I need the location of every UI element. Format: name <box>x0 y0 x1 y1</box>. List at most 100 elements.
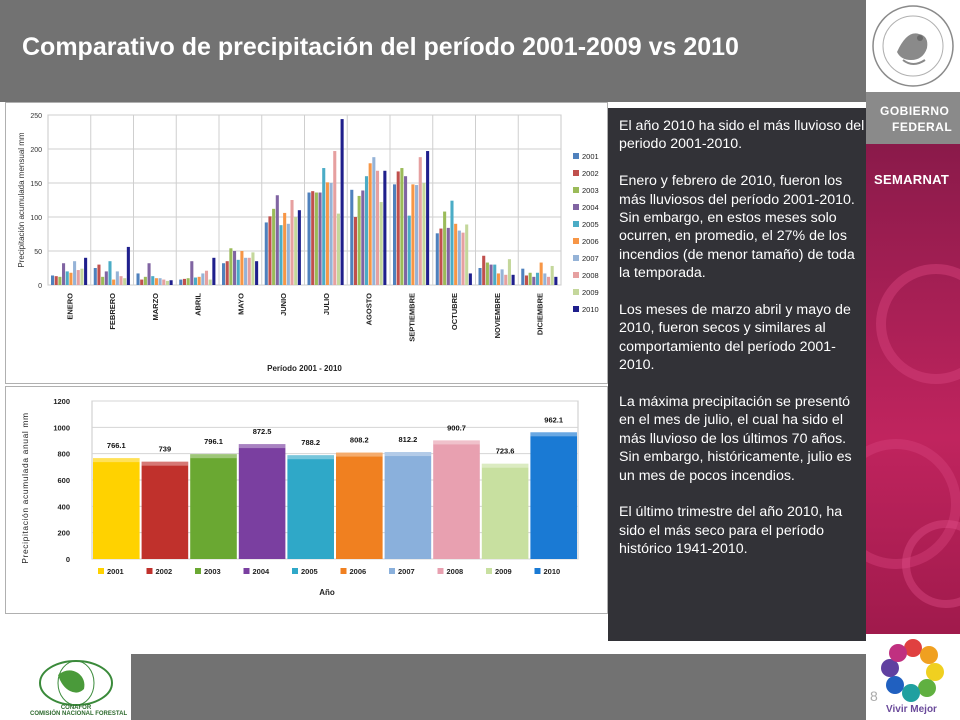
federal-label: FEDERAL <box>892 120 953 134</box>
legend-swatch-2009 <box>573 289 579 295</box>
bar-2010-noviembre <box>511 274 515 285</box>
bar-2006-diciembre <box>539 262 543 285</box>
legend-swatch-2010 <box>534 568 541 574</box>
bar-2002-febrero <box>97 264 101 285</box>
bar-2009-mayo <box>251 252 255 285</box>
x-tick-label: DICIEMBRE <box>536 293 545 335</box>
legend-label-2009: 2009 <box>582 288 599 297</box>
bar-highlight-2010 <box>530 432 577 437</box>
y-tick-label: 200 <box>57 529 70 538</box>
bar-2001-septiembre <box>393 184 397 285</box>
bar-2007-noviembre <box>500 269 504 285</box>
bar-2003-enero <box>58 276 62 285</box>
bar-2002-diciembre <box>524 275 528 285</box>
bar-2004-abril <box>190 261 194 285</box>
monthly-chart-frame: 0 50 100 150 200 250 Precipitación acumulada m… <box>5 102 608 384</box>
bar-2006-enero <box>69 272 73 285</box>
bar-2002-abril <box>182 278 186 285</box>
data-label-2006: 808.2 <box>350 436 369 445</box>
legend-label-2007: 2007 <box>398 567 415 576</box>
bar-2003-diciembre <box>528 272 532 285</box>
bar-2001-julio <box>307 192 311 285</box>
y-tick-label: 200 <box>30 147 42 154</box>
bar-highlight-2007 <box>384 452 432 457</box>
bar-2009-diciembre <box>550 265 554 285</box>
page-title: Comparativo de precipitación del período… <box>22 33 739 61</box>
bar-2004-febrero <box>104 271 108 285</box>
legend-label-2005: 2005 <box>301 567 318 576</box>
legend-label-2003: 2003 <box>582 186 599 195</box>
legend-label-2001: 2001 <box>107 567 124 576</box>
header-band <box>0 0 866 102</box>
bar-2005-enero <box>65 271 69 285</box>
legend-swatch-2006 <box>573 238 579 244</box>
bar-2007-mayo <box>244 257 248 285</box>
bar-2003-octubre <box>443 211 447 285</box>
bar-2005-octubre <box>450 200 454 285</box>
commentary-panel: El año 2010 ha sido el más lluvioso del … <box>608 108 866 641</box>
data-label-2010: 962.1 <box>544 415 563 424</box>
bar-2005-diciembre <box>535 272 540 285</box>
x-tick-label: NOVIEMBRE <box>493 293 502 338</box>
bar-2008-septiembre <box>418 157 422 285</box>
data-label-2001: 766.1 <box>107 441 126 450</box>
bar-2009-agosto <box>379 202 383 285</box>
bar-2008-julio <box>333 151 337 285</box>
bar-2006-noviembre <box>496 273 500 285</box>
bar-2007-junio <box>286 223 290 285</box>
bar-highlight-2001 <box>93 458 140 463</box>
bar-2004-octubre <box>446 227 450 285</box>
bar-2007 <box>384 452 432 559</box>
bar-2010-marzo <box>169 280 173 285</box>
legend-swatch-2007 <box>389 568 395 574</box>
bar-2003-febrero <box>101 276 105 285</box>
bar-2010-septiembre <box>426 151 430 285</box>
legend-swatch-2006 <box>340 568 347 574</box>
data-label-2004: 872.5 <box>253 427 272 436</box>
bar-2009-junio <box>294 217 298 285</box>
legend-swatch-2001 <box>98 568 104 574</box>
commentary-paragraph-2: Enero y febrero de 2010, fueron los más … <box>619 173 855 282</box>
bar-2010-agosto <box>383 170 387 285</box>
legend-swatch-2003 <box>195 568 201 574</box>
bar-2002-marzo <box>140 279 144 285</box>
x-tick-label: SEPTIEMBRE <box>407 293 416 342</box>
bar-2008-enero <box>76 270 80 285</box>
bar-highlight-2005 <box>287 455 334 460</box>
y-axis-label: Precipitación acumulada mensual mm <box>17 132 26 268</box>
legend-swatch-2004 <box>243 568 250 574</box>
bar-2007-febrero <box>115 271 119 285</box>
bar-2003-septiembre <box>400 168 404 285</box>
bar-highlight-2008 <box>433 440 480 445</box>
legend-label-2010: 2010 <box>582 305 599 314</box>
data-label-2007: 812.2 <box>399 435 418 444</box>
mexico-seal-icon <box>872 5 954 87</box>
bar-2001-enero <box>51 275 55 285</box>
legend-label-2006: 2006 <box>582 237 599 246</box>
bar-2007-agosto <box>372 157 376 285</box>
bar-2009-noviembre <box>507 259 511 285</box>
bar-2006-septiembre <box>411 184 415 285</box>
bar-2008 <box>433 440 480 559</box>
bar-2008-agosto <box>375 170 380 285</box>
legend-swatch-2001 <box>573 153 579 159</box>
bar-2006 <box>336 452 383 559</box>
bar-2006-agosto <box>368 163 372 285</box>
bar-2001-marzo <box>136 273 140 285</box>
y-tick-label: 1200 <box>53 397 70 406</box>
x-tick-label: JUNIO <box>279 293 288 316</box>
bar-2010-octubre <box>468 273 472 285</box>
bar-2007-enero <box>73 261 77 285</box>
bar-highlight-2006 <box>336 452 383 457</box>
commentary-paragraph-3: Los meses de marzo abril y mayo de 2010,… <box>619 302 851 374</box>
legend-label-2007: 2007 <box>582 254 599 263</box>
data-label-2009: 723.6 <box>496 447 515 456</box>
bar-2003-junio <box>272 208 276 285</box>
legend-label-2002: 2002 <box>156 567 173 576</box>
bar-2006-octubre <box>454 223 458 285</box>
vivir-mejor-flower-icon <box>881 639 944 702</box>
legend-label-2001: 2001 <box>582 152 599 161</box>
bar-2004-marzo <box>147 263 151 285</box>
bar-2009-febrero <box>123 278 127 285</box>
bar-2009-abril <box>208 279 212 285</box>
